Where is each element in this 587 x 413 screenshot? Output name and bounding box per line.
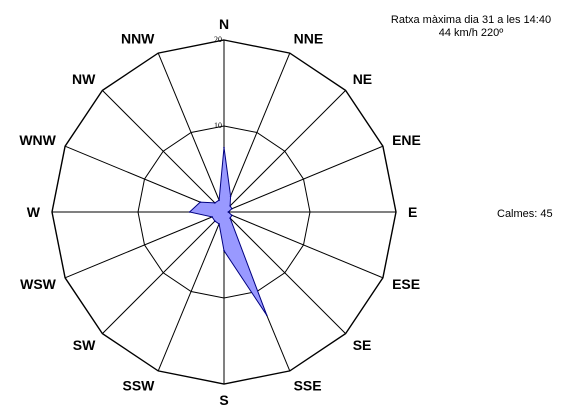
data-point-n xyxy=(223,146,225,149)
spoke-sw xyxy=(102,211,225,334)
ring-label-10: 10 xyxy=(214,121,222,130)
data-point-w xyxy=(188,211,191,213)
direction-label-ssw: SSW xyxy=(123,378,156,394)
direction-label-ene: ENE xyxy=(392,132,421,148)
data-point-nnw xyxy=(218,199,220,201)
spoke-nw xyxy=(102,90,225,213)
direction-label-nw: NW xyxy=(72,71,96,87)
direction-label-s: S xyxy=(219,392,228,408)
direction-label-nne: NNE xyxy=(294,30,324,46)
spoke-nne xyxy=(223,52,291,213)
direction-label-ese: ESE xyxy=(392,276,420,292)
direction-label-sw: SW xyxy=(73,337,96,353)
direction-label-se: SE xyxy=(353,337,372,353)
direction-label-wnw: WNW xyxy=(19,132,56,148)
wind-frequency-polygon xyxy=(188,147,268,316)
data-point-nne xyxy=(229,195,232,197)
spoke-wnw xyxy=(64,145,225,213)
spoke-ssw xyxy=(157,211,225,372)
ring-label-20: 20 xyxy=(214,35,222,44)
max-gust-line-1: Ratxa màxima dia 31 a les 14:40 xyxy=(390,14,552,26)
data-point-s xyxy=(223,249,225,252)
direction-label-ne: NE xyxy=(353,71,372,87)
data-point-wnw xyxy=(199,201,201,203)
calms-note: Calmes: 45 xyxy=(497,208,553,220)
direction-label-e: E xyxy=(408,204,417,220)
direction-label-nnw: NNW xyxy=(121,30,155,46)
direction-label-wsw: WSW xyxy=(20,276,57,292)
direction-labels: N NNE NE ENE E ESE SE SSE S SSW SW WSW W WNW NW NNW xyxy=(19,16,421,408)
max-gust-note: Ratxa màxima dia 31 a les 14:40 44 km/h … xyxy=(361,14,581,40)
data-point-ese xyxy=(231,214,233,217)
data-point-ene xyxy=(231,207,233,210)
data-point-e xyxy=(227,211,230,213)
spoke-ene xyxy=(223,145,384,213)
spoke-ne xyxy=(223,90,346,213)
data-point-se xyxy=(229,217,231,219)
direction-label-sse: SSE xyxy=(294,378,322,394)
spoke-se xyxy=(223,211,346,334)
direction-label-w: W xyxy=(27,204,41,220)
spoke-wsw xyxy=(64,211,225,279)
data-point-sse xyxy=(266,314,268,317)
spoke-nnw xyxy=(157,52,225,213)
direction-label-n: N xyxy=(219,16,229,32)
max-gust-line-2: 44 km/h 220º xyxy=(438,27,504,39)
spoke-ese xyxy=(223,211,384,279)
data-point-ne xyxy=(229,205,231,207)
data-point-ssw xyxy=(218,223,220,225)
data-point-nw xyxy=(214,202,216,204)
wind-frequency-points xyxy=(188,146,268,317)
data-point-sw xyxy=(214,220,216,222)
data-point-wsw xyxy=(211,216,213,218)
